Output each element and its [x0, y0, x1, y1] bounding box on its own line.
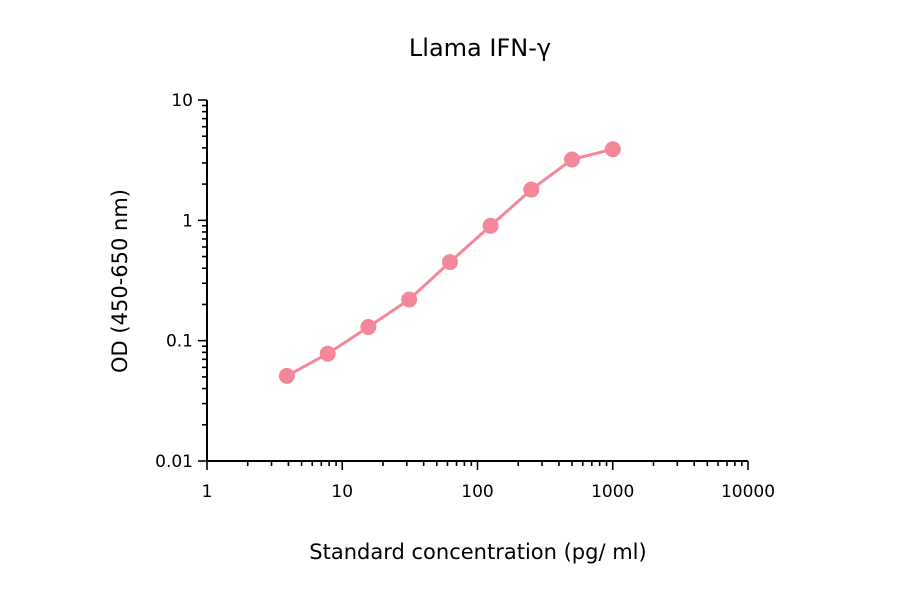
- data-point: [482, 217, 499, 234]
- x-tick-label: 10000: [721, 482, 775, 502]
- data-point: [604, 141, 621, 158]
- x-axis-ticks: 1 10 100 1000 10000: [202, 461, 775, 502]
- y-tick-label: 1: [182, 211, 193, 231]
- x-axis-title: Standard concentration (pg/ ml): [309, 540, 646, 564]
- data-point: [564, 151, 580, 168]
- data-point: [523, 181, 540, 198]
- data-point: [401, 291, 418, 308]
- data-point: [441, 254, 458, 271]
- data-point: [278, 367, 295, 384]
- x-tick-label: 100: [461, 482, 493, 502]
- y-tick-label: 0.01: [155, 452, 193, 472]
- y-tick-label: 10: [171, 91, 193, 111]
- x-tick-label: 1000: [591, 482, 634, 502]
- y-axis-title: OD (450-650 nm): [108, 189, 132, 373]
- chart-title: Llama IFN-γ: [409, 34, 551, 62]
- data-point: [360, 319, 377, 335]
- y-tick-label: 0.1: [166, 332, 193, 352]
- data-point: [319, 345, 336, 362]
- x-tick-label: 10: [331, 482, 353, 502]
- x-tick-label: 1: [202, 482, 213, 502]
- series-points: [278, 141, 621, 384]
- y-axis-ticks: 0.01 0.1 1 10: [155, 91, 207, 472]
